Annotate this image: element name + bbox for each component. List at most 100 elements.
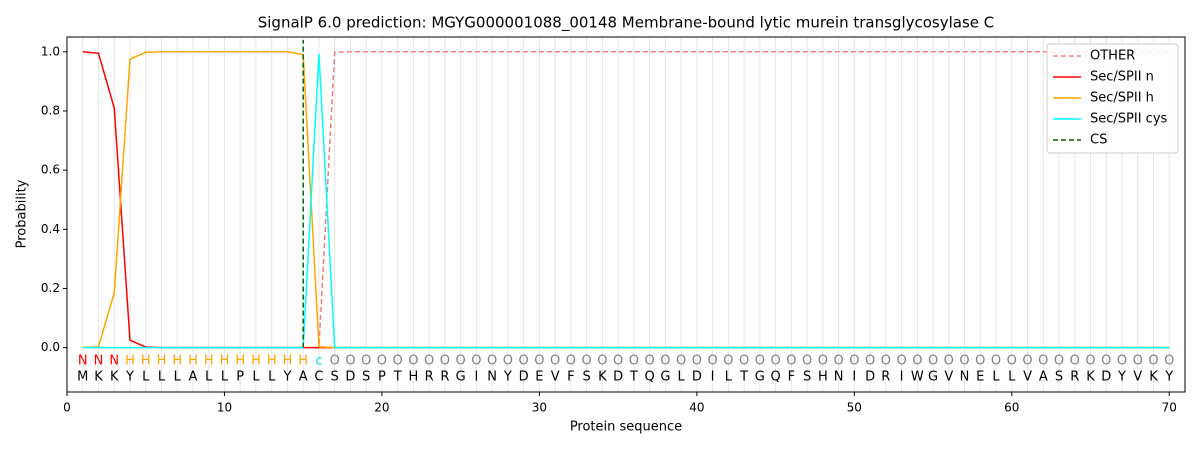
residue: F <box>788 370 795 385</box>
residue: N <box>834 370 844 385</box>
region-label: O <box>692 354 702 369</box>
residue: Y <box>503 370 512 385</box>
residue: S <box>803 370 811 385</box>
residue: R <box>1070 370 1079 385</box>
region-label: H <box>141 354 151 369</box>
residue: L <box>992 370 1000 385</box>
region-label: H <box>204 354 214 369</box>
region-label: O <box>1007 354 1017 369</box>
region-label: O <box>660 354 670 369</box>
region-label: O <box>755 354 765 369</box>
region-label: O <box>393 354 403 369</box>
residue: F <box>567 370 574 385</box>
region-label: O <box>1117 354 1127 369</box>
residue: L <box>158 370 166 385</box>
x-tick-label: 10 <box>217 401 232 415</box>
region-label: O <box>534 354 544 369</box>
residue: I <box>474 370 478 385</box>
legend-label: Sec/SPII cys <box>1090 112 1168 127</box>
region-label: O <box>1101 354 1111 369</box>
residue: G <box>755 370 765 385</box>
residue: A <box>189 370 198 385</box>
y-tick-label: 1.0 <box>41 44 60 58</box>
residue: L <box>205 370 213 385</box>
residue: A <box>299 370 308 385</box>
region-label: O <box>1070 354 1080 369</box>
region-label: O <box>707 354 717 369</box>
residue: C <box>314 370 323 385</box>
series-line <box>82 51 1170 349</box>
region-label: O <box>456 354 466 369</box>
y-axis-label: Probability <box>15 179 30 248</box>
region-label: O <box>912 354 922 369</box>
residue: S <box>583 370 591 385</box>
region-label: O <box>1022 354 1032 369</box>
region-label: O <box>361 354 371 369</box>
region-label: O <box>566 354 576 369</box>
region-label: c <box>315 354 322 369</box>
region-label: H <box>220 354 230 369</box>
residue: A <box>1039 370 1048 385</box>
region-label: H <box>283 354 293 369</box>
legend-label: Sec/SPII h <box>1090 91 1154 106</box>
region-label: O <box>1085 354 1095 369</box>
residue: H <box>409 370 419 385</box>
residue: D <box>1101 370 1111 385</box>
region-label: O <box>613 354 623 369</box>
y-tick-label: 0.4 <box>41 222 60 236</box>
residue: G <box>660 370 670 385</box>
region-label: H <box>251 354 261 369</box>
region-label: O <box>1148 354 1158 369</box>
residue: G <box>928 370 938 385</box>
region-label: O <box>991 354 1001 369</box>
y-tick-label: 0.0 <box>41 340 60 354</box>
residue: V <box>944 370 953 385</box>
region-label: O <box>896 354 906 369</box>
residue: V <box>1133 370 1142 385</box>
residue: Y <box>125 370 134 385</box>
region-label: H <box>298 354 308 369</box>
region-label: H <box>188 354 198 369</box>
residue: T <box>629 370 638 385</box>
residue: M <box>77 370 88 385</box>
region-label: O <box>1164 354 1174 369</box>
residue: Y <box>282 370 291 385</box>
residue: K <box>110 370 119 385</box>
legend-label: CS <box>1090 133 1107 148</box>
residue: R <box>881 370 890 385</box>
region-label: O <box>770 354 780 369</box>
residue: L <box>174 370 182 385</box>
region-label: O <box>582 354 592 369</box>
residue: L <box>268 370 276 385</box>
region-label: O <box>928 354 938 369</box>
residue: S <box>1055 370 1063 385</box>
residue: D <box>519 370 529 385</box>
residue: N <box>960 370 970 385</box>
residue: I <box>900 370 904 385</box>
region-label: N <box>78 354 88 369</box>
region-label: O <box>818 354 828 369</box>
plot-frame <box>66 36 1186 393</box>
x-axis-label: Protein sequence <box>570 420 682 435</box>
residue: R <box>425 370 434 385</box>
residue: D <box>345 370 355 385</box>
residue: V <box>1023 370 1032 385</box>
residue: D <box>613 370 623 385</box>
residue: N <box>487 370 497 385</box>
residue: Q <box>770 370 780 385</box>
region-label: O <box>865 354 875 369</box>
residue: I <box>711 370 715 385</box>
residue: D <box>692 370 702 385</box>
region-label: O <box>944 354 954 369</box>
region-label: O <box>975 354 985 369</box>
region-label: O <box>881 354 891 369</box>
region-label: O <box>1133 354 1143 369</box>
region-label: O <box>550 354 560 369</box>
residue: K <box>94 370 103 385</box>
residue: R <box>440 370 449 385</box>
x-tick-label: 70 <box>1162 401 1177 415</box>
region-label: H <box>157 354 167 369</box>
region-label: O <box>597 354 607 369</box>
region-label: O <box>676 354 686 369</box>
y-tick-label: 0.2 <box>41 281 60 295</box>
